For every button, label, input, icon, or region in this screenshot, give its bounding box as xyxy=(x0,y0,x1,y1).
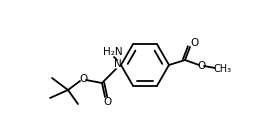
Text: CH₃: CH₃ xyxy=(214,64,232,74)
Text: H₂N: H₂N xyxy=(103,47,123,57)
Text: O: O xyxy=(79,74,87,84)
Text: N: N xyxy=(114,59,122,69)
Text: O: O xyxy=(103,97,111,107)
Text: O: O xyxy=(190,38,198,48)
Text: O: O xyxy=(197,60,206,70)
